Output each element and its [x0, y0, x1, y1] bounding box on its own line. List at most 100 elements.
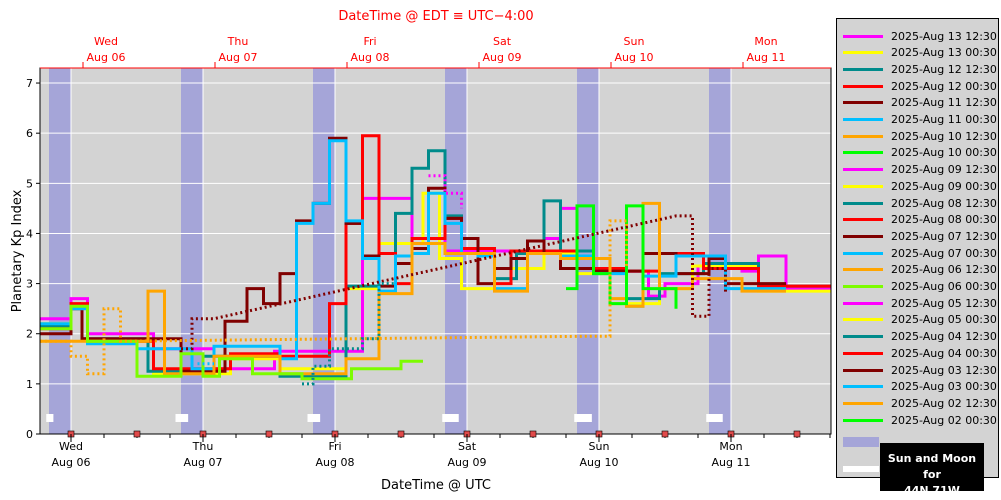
- legend-night-band-key: [843, 437, 879, 447]
- night-band-0: [49, 68, 71, 434]
- legend-item: 2025-Aug 02 12:30: [843, 395, 997, 411]
- legend: 2025-Aug 13 12:30 2025-Aug 13 00:30 2025-A…: [836, 18, 999, 478]
- x-tick-day: Thu: [192, 440, 214, 453]
- legend-label: 2025-Aug 09 00:30: [891, 179, 997, 193]
- legend-swatch: [843, 285, 883, 288]
- legend-label: 2025-Aug 05 00:30: [891, 313, 997, 327]
- legend-item: 2025-Aug 05 00:30: [843, 312, 997, 328]
- series-line-6: [40, 201, 786, 376]
- legend-item: 2025-Aug 04 00:30: [843, 345, 997, 361]
- x-axis-marker: [529, 430, 537, 438]
- sun-moon-line-2: 44N 71W: [904, 484, 960, 497]
- legend-swatch: [843, 118, 883, 121]
- legend-swatch: [843, 201, 883, 205]
- x-tick-date: Aug 09: [448, 456, 487, 469]
- legend-swatch: [843, 418, 883, 422]
- x-tick-day: Sat: [458, 440, 477, 453]
- legend-item: 2025-Aug 08 00:30: [843, 212, 997, 228]
- legend-item: 2025-Aug 09 00:30: [843, 178, 997, 194]
- top-tick-date: Aug 07: [219, 51, 258, 64]
- y-tick-label: 4: [26, 227, 33, 240]
- y-tick-label: 1: [26, 378, 33, 391]
- legend-swatch: [843, 34, 883, 38]
- legend-item: 2025-Aug 08 12:30: [843, 195, 997, 211]
- series-line-12: [40, 219, 628, 376]
- legend-item: 2025-Aug 13 00:30: [843, 45, 997, 61]
- moon-bar-2: [307, 414, 321, 422]
- x-tick-day: Sun: [589, 440, 610, 453]
- legend-label: 2025-Aug 03 00:30: [891, 380, 997, 394]
- x-tick-date: Aug 06: [52, 456, 91, 469]
- legend-item: 2025-Aug 04 12:30: [843, 329, 997, 345]
- legend-label: 2025-Aug 07 12:30: [891, 229, 997, 243]
- legend-item: 2025-Aug 13 12:30: [843, 28, 997, 44]
- x-axis-marker: [265, 430, 273, 438]
- legend-label: 2025-Aug 08 12:30: [891, 196, 997, 210]
- legend-item: 2025-Aug 06 00:30: [843, 279, 997, 295]
- legend-label: 2025-Aug 04 12:30: [891, 330, 997, 344]
- series-line-9: [428, 174, 463, 209]
- legend-swatch: [843, 401, 883, 405]
- legend-label: 2025-Aug 11 00:30: [891, 113, 997, 126]
- legend-label: 2025-Aug 10 00:30: [891, 146, 997, 160]
- series-lines: [40, 134, 831, 386]
- legend-item: 2025-Aug 10 00:30: [843, 145, 997, 161]
- y-tick-label: 6: [26, 127, 33, 140]
- legend-label: 2025-Aug 09 12:30: [891, 163, 997, 177]
- legend-label: 2025-Aug 10 12:30: [891, 129, 997, 143]
- y-tick-label: 5: [26, 177, 33, 190]
- moon-bar-3: [442, 414, 459, 422]
- legend-label: 2025-Aug 08 00:30: [891, 213, 997, 227]
- legend-swatch: [843, 368, 883, 372]
- x-axis-marker: [133, 430, 141, 438]
- sun-moon-line-1: Sun and Moon for: [887, 452, 977, 481]
- x-tick-date: Aug 08: [316, 456, 355, 469]
- legend-label: 2025-Aug 13 12:30: [891, 29, 997, 43]
- y-tick-label: 0: [26, 428, 33, 441]
- x-tick-day: Wed: [59, 440, 83, 453]
- legend-label: 2025-Aug 02 00:30: [891, 413, 997, 427]
- legend-item: 2025-Aug 12 00:30: [843, 78, 997, 94]
- top-tick-date: Aug 09: [483, 51, 522, 64]
- legend-swatch: [843, 318, 883, 322]
- x-tick-day: Mon: [719, 440, 742, 453]
- legend-swatch: [843, 168, 883, 172]
- legend-label: 2025-Aug 06 00:30: [891, 280, 997, 293]
- legend-swatch: [843, 84, 883, 88]
- legend-swatch: [843, 234, 883, 238]
- top-tick-day: Fri: [363, 35, 376, 48]
- top-tick-date: Aug 08: [351, 51, 390, 64]
- sun-moon-label: Sun and Moon for 44N 71W: [880, 443, 984, 497]
- night-band-1: [181, 68, 203, 434]
- y-tick-label: 7: [26, 77, 33, 90]
- top-tick-date: Aug 11: [747, 51, 786, 64]
- x-tick-date: Aug 07: [184, 456, 223, 469]
- moon-bar-1: [175, 414, 189, 422]
- legend-swatch: [843, 301, 883, 305]
- x-axis-marker: [397, 430, 405, 438]
- legend-item: 2025-Aug 06 12:30: [843, 262, 997, 278]
- x-tick-date: Aug 11: [712, 456, 751, 469]
- series-line-8: [566, 204, 678, 309]
- legend-item: 2025-Aug 09 12:30: [843, 162, 997, 178]
- top-tick-date: Aug 10: [615, 51, 654, 64]
- top-axis-title: DateTime @ EDT ≡ UTC−4:00: [338, 9, 533, 24]
- legend-item: 2025-Aug 07 00:30: [843, 245, 997, 261]
- legend-label: 2025-Aug 12 00:30: [891, 79, 997, 93]
- top-tick-day: Thu: [227, 35, 249, 48]
- y-tick-label: 2: [26, 328, 33, 341]
- legend-swatch: [843, 67, 883, 71]
- y-tick-label: 3: [26, 278, 33, 291]
- legend-item: 2025-Aug 07 12:30: [843, 228, 997, 244]
- legend-item: 2025-Aug 10 12:30: [843, 128, 997, 144]
- x-axis-title: DateTime @ UTC: [381, 478, 491, 493]
- x-axis-marker: [661, 430, 669, 438]
- x-tick-date: Aug 10: [580, 456, 619, 469]
- legend-label: 2025-Aug 13 00:30: [891, 46, 997, 60]
- legend-item: 2025-Aug 05 12:30: [843, 295, 997, 311]
- legend-label: 2025-Aug 03 12:30: [891, 363, 997, 377]
- legend-swatch: [843, 101, 883, 105]
- legend-item: 2025-Aug 03 00:30: [843, 379, 997, 395]
- legend-swatch: [843, 218, 883, 222]
